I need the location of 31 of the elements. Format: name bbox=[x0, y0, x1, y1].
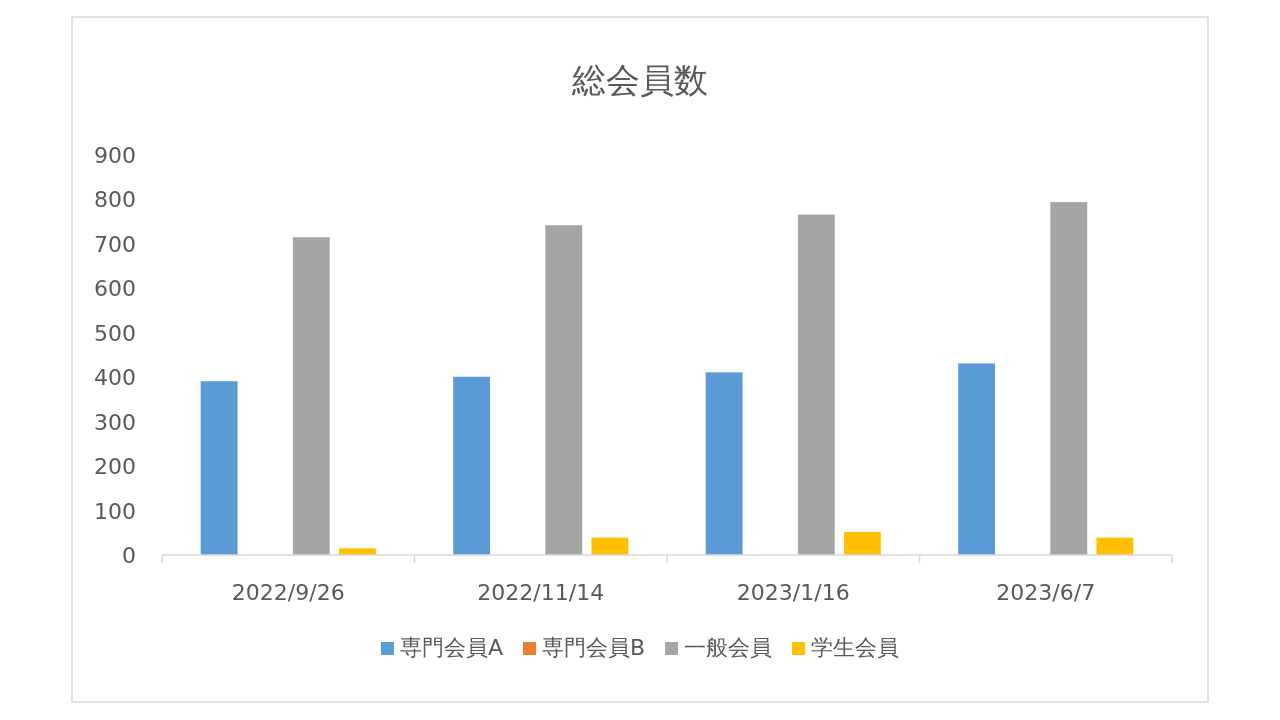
bar bbox=[200, 381, 238, 555]
legend-label: 専門会員A bbox=[399, 635, 503, 660]
bar bbox=[705, 372, 743, 555]
bar bbox=[1050, 202, 1088, 555]
bar bbox=[338, 548, 376, 555]
x-tick-label: 2022/9/26 bbox=[231, 580, 345, 605]
y-tick-label: 600 bbox=[94, 276, 136, 302]
bar bbox=[958, 363, 996, 555]
y-tick-label: 400 bbox=[94, 365, 136, 391]
bar bbox=[1096, 537, 1134, 555]
bar bbox=[797, 214, 835, 555]
legend-label: 専門会員B bbox=[541, 635, 646, 660]
y-tick-label: 100 bbox=[94, 498, 136, 524]
bar bbox=[545, 225, 583, 555]
y-tick-label: 500 bbox=[94, 320, 136, 346]
bar bbox=[453, 376, 491, 555]
bar bbox=[591, 537, 629, 555]
legend-label: 一般会員 bbox=[684, 635, 773, 660]
y-tick-label: 900 bbox=[94, 143, 136, 168]
y-tick-label: 300 bbox=[94, 409, 136, 435]
x-tick-label: 2022/11/14 bbox=[477, 580, 605, 605]
y-tick-label: 800 bbox=[94, 187, 136, 213]
chart-title: 総会員数 bbox=[571, 60, 708, 100]
legend-label: 学生会員 bbox=[811, 635, 900, 660]
y-tick-label: 700 bbox=[94, 231, 136, 257]
y-tick-label: 200 bbox=[94, 454, 136, 480]
bar bbox=[292, 237, 330, 555]
x-tick-label: 2023/6/7 bbox=[996, 580, 1096, 605]
bar bbox=[843, 531, 881, 555]
y-tick-label: 0 bbox=[122, 543, 136, 568]
x-tick-label: 2023/1/16 bbox=[736, 580, 850, 605]
